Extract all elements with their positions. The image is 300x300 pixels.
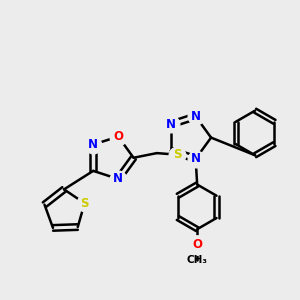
Text: N: N xyxy=(190,152,201,165)
Text: N: N xyxy=(190,110,201,123)
Text: O: O xyxy=(113,130,123,143)
Text: S: S xyxy=(80,197,89,210)
Text: CH₃: CH₃ xyxy=(187,255,208,265)
Text: N: N xyxy=(166,118,176,131)
Text: O: O xyxy=(192,238,202,251)
Text: S: S xyxy=(173,148,181,161)
Text: N: N xyxy=(113,172,123,185)
Text: N: N xyxy=(88,138,98,151)
